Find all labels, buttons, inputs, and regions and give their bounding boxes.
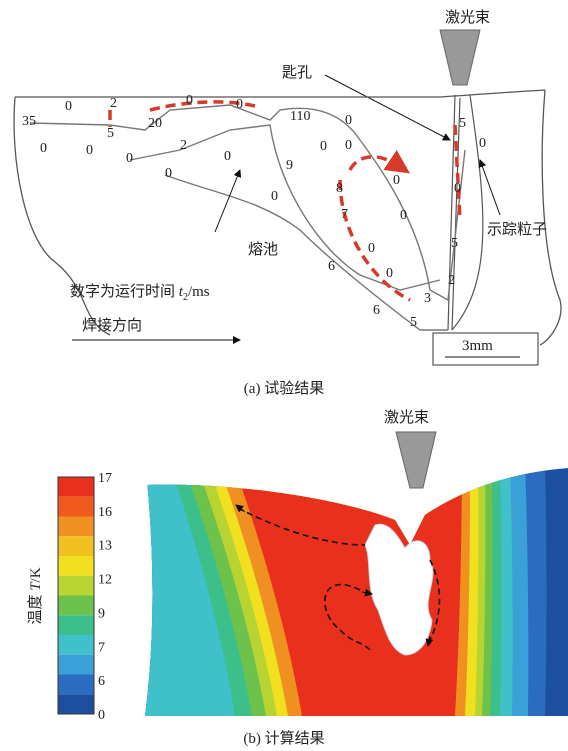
time-label: 2 (180, 138, 187, 153)
time-label: 2 (448, 273, 455, 288)
colorbar-unit: /K (28, 567, 44, 582)
laser-label: 激光束 (384, 409, 429, 426)
panel-b: 激光束 17 16 13 12 9 7 6 0 温度 T/K (b) 计算结果 (27, 409, 568, 747)
time-label: 8 (336, 181, 343, 196)
time-label: 110 (290, 109, 310, 124)
colorbar-label: 0 (98, 708, 105, 723)
time-label: 0 (65, 99, 72, 114)
flow-arrow (110, 102, 460, 300)
caption: (b) 计算结果 (243, 729, 324, 747)
time-label: 0 (345, 138, 352, 153)
laser-label: 激光束 (445, 9, 490, 26)
note-unit: /ms (188, 284, 210, 300)
time-label: 0 (40, 141, 47, 156)
time-label: 5 (451, 236, 458, 251)
laser-beam (396, 432, 436, 488)
caption: (a) 试验结果 (244, 380, 324, 397)
time-label: 6 (373, 303, 380, 318)
colorbar-segment (58, 694, 94, 714)
time-label: 20 (148, 116, 162, 131)
time-label: 0 (454, 181, 461, 196)
colorbar: 17 16 13 12 9 7 6 0 (58, 471, 112, 723)
keyhole-arrow (325, 75, 450, 140)
time-label: 3 (424, 291, 431, 306)
time-label: 0 (271, 189, 278, 204)
time-label: 5 (459, 116, 466, 131)
colorbar-label: 7 (98, 640, 105, 655)
time-label: 0 (126, 151, 133, 166)
time-label: 5 (410, 315, 417, 330)
colorbar-segment (58, 477, 94, 497)
keyhole-label: 匙孔 (282, 64, 312, 81)
time-label: 0 (86, 143, 93, 158)
time-label: 9 (286, 158, 293, 173)
colorbar-label: 17 (98, 471, 112, 486)
colorbar-segment (58, 635, 94, 655)
melt-pool-arrow (215, 170, 240, 232)
colorbar-label: 9 (98, 606, 105, 621)
scale-label: 3mm (462, 338, 493, 354)
colorbar-title: 温度 T/K (27, 567, 44, 624)
time-label: 35 (22, 114, 36, 129)
tracer-label: 示踪粒子 (487, 221, 547, 238)
time-label: 0 (368, 241, 375, 256)
time-label: 7 (341, 207, 348, 222)
time-label: 6 (328, 259, 335, 274)
colorbar-segment (58, 655, 94, 675)
time-label: 2 (110, 96, 117, 111)
panel-a: 激光束 匙孔 熔池 示踪粒子 数字为运行时间 t2/ms 焊接方向 3mm 35… (14, 9, 561, 397)
workpiece-outline (540, 90, 561, 345)
time-label: 0 (400, 208, 407, 223)
colorbar-segment (58, 517, 94, 537)
time-label: 0 (224, 149, 231, 164)
note-text: 数字为运行时间 (70, 283, 175, 300)
colorbar-segment (58, 596, 94, 616)
time-label: 0 (386, 266, 393, 281)
colorbar-label: 6 (98, 674, 105, 689)
laser-beam (440, 30, 480, 85)
colorbar-segment (58, 556, 94, 576)
time-label: 0 (320, 139, 327, 154)
melt-pool-label: 熔池 (248, 241, 278, 258)
colorbar-label: 16 (98, 505, 112, 520)
colorbar-label: 12 (98, 573, 112, 588)
time-label: 0 (345, 113, 352, 128)
page: 激光束 匙孔 熔池 示踪粒子 数字为运行时间 t2/ms 焊接方向 3mm 35… (0, 0, 568, 751)
colorbar-segment (58, 576, 94, 596)
time-label: 0 (186, 93, 193, 108)
colorbar-segment (58, 675, 94, 695)
colorbar-segment (58, 536, 94, 556)
colorbar-label: 13 (98, 539, 112, 554)
time-label: 5 (107, 126, 114, 141)
time-label: 0 (479, 136, 486, 151)
colorbar-segment (58, 497, 94, 517)
time-label: 0 (236, 97, 243, 112)
time-label: 0 (393, 173, 400, 188)
colorbar-segment (58, 615, 94, 635)
colorbar-text: 温度 (27, 595, 44, 625)
time-label: 0 (165, 166, 172, 181)
figure: 激光束 匙孔 熔池 示踪粒子 数字为运行时间 t2/ms 焊接方向 3mm 35… (0, 0, 568, 751)
note: 数字为运行时间 t2/ms (70, 283, 210, 303)
direction-label: 焊接方向 (82, 317, 142, 334)
